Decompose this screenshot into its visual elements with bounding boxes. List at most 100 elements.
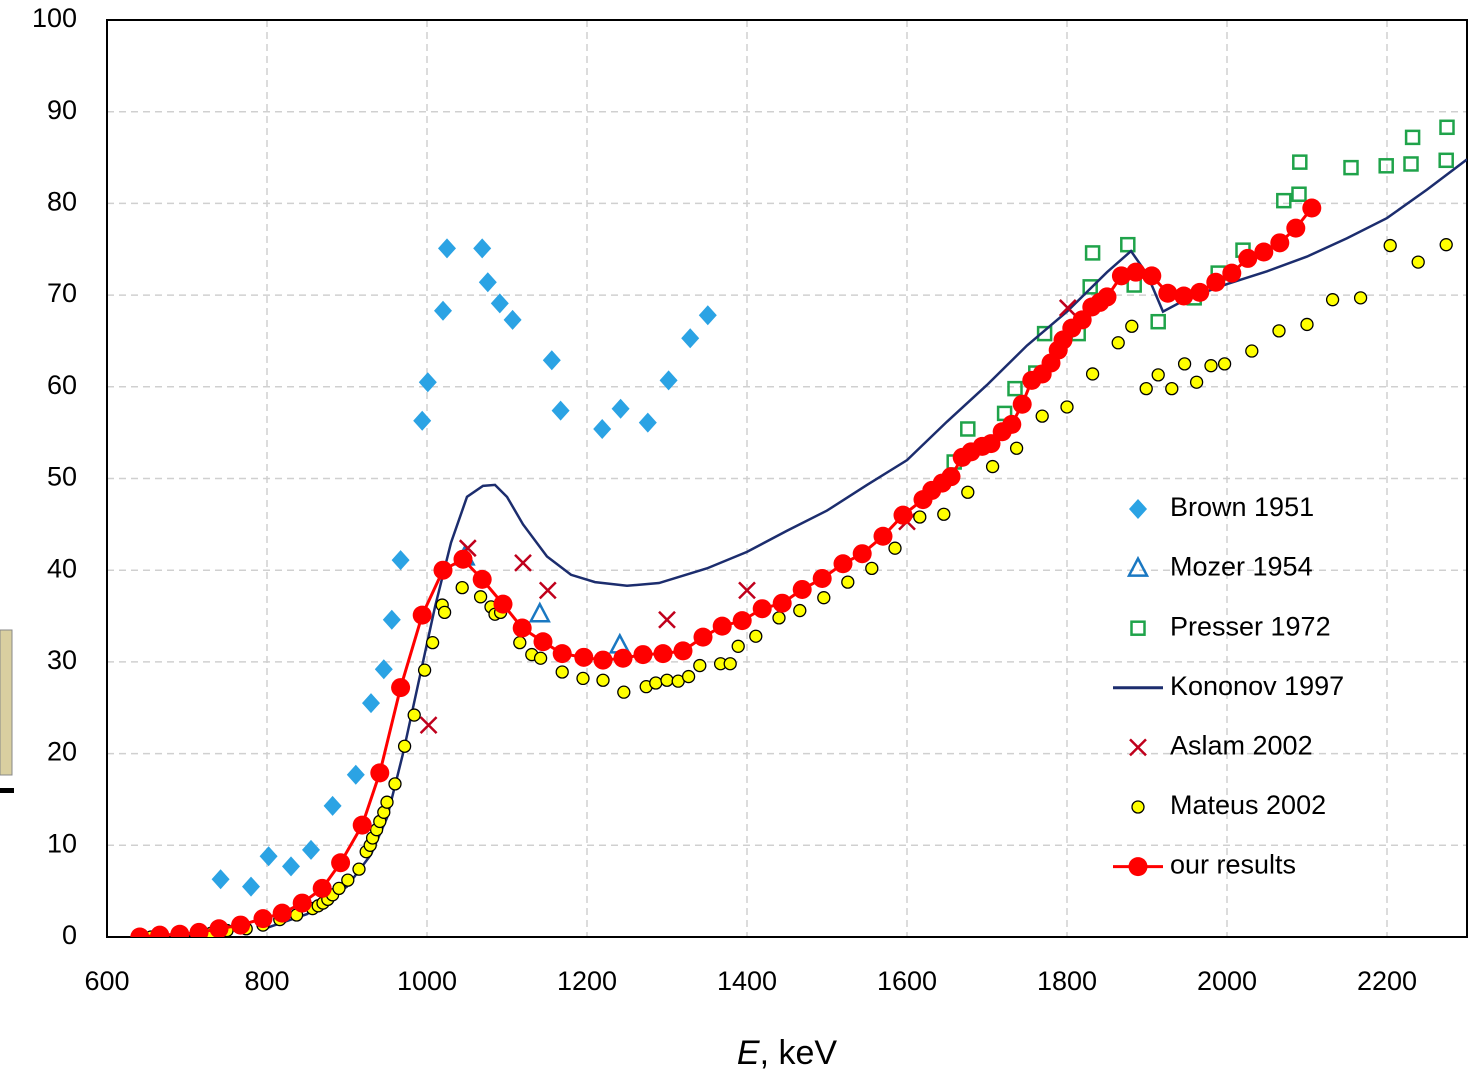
- legend-label: Presser 1972: [1170, 611, 1331, 641]
- x-tick-label: 1600: [877, 966, 937, 996]
- circle-marker: [380, 795, 394, 809]
- circle-marker: [1151, 368, 1165, 382]
- circle-marker: [732, 611, 752, 631]
- square-marker: [1082, 279, 1098, 295]
- circle-marker: [833, 554, 853, 574]
- circle-marker: [170, 924, 190, 937]
- circle-marker: [1158, 283, 1178, 303]
- circle-marker: [1300, 317, 1314, 332]
- circle-marker: [272, 903, 292, 923]
- circle-marker: [673, 641, 693, 661]
- circle-marker: [1131, 800, 1145, 814]
- x-marker: [419, 716, 438, 735]
- legend-label: Mateus 2002: [1170, 790, 1326, 820]
- circle-marker: [633, 645, 653, 665]
- square-marker: [960, 421, 976, 437]
- diamond-marker: [478, 272, 497, 293]
- circle-marker: [852, 544, 872, 564]
- circle-marker: [331, 853, 351, 873]
- circle-marker: [865, 561, 879, 576]
- square-marker: [1291, 186, 1307, 202]
- y-tick-label: 80: [47, 187, 77, 217]
- circle-marker: [209, 919, 229, 937]
- circle-marker: [1302, 198, 1322, 218]
- circle-marker: [407, 708, 421, 722]
- x-tick-label: 1200: [557, 966, 617, 996]
- legend-label: our results: [1170, 850, 1296, 880]
- x-tick-label: 1800: [1037, 966, 1097, 996]
- circle-marker: [576, 671, 590, 686]
- diamond-marker: [698, 305, 717, 326]
- y-tick-label: 0: [62, 920, 77, 950]
- series-layer: [130, 119, 1467, 937]
- circle-marker: [617, 685, 631, 699]
- circle-marker: [1002, 414, 1022, 434]
- circle-marker: [1126, 262, 1146, 282]
- circle-marker: [660, 673, 674, 687]
- diamond-marker: [242, 876, 260, 897]
- circle-marker: [472, 569, 492, 589]
- circle-marker: [772, 611, 786, 625]
- x-marker: [738, 581, 756, 600]
- circle-marker: [749, 629, 763, 643]
- circle-marker: [455, 580, 469, 595]
- circle-marker: [613, 648, 633, 668]
- circle-marker: [533, 632, 553, 652]
- y-tick-label: 50: [47, 462, 77, 492]
- diamond-marker: [259, 846, 278, 867]
- circle-marker: [352, 862, 366, 876]
- x-tick-label: 1000: [397, 966, 457, 996]
- square-marker: [1403, 156, 1419, 172]
- legend-label: Brown 1951: [1170, 492, 1314, 522]
- circle-marker: [341, 873, 355, 887]
- cropped-image-edge: [0, 629, 13, 776]
- circle-marker: [1111, 336, 1125, 350]
- circle-marker: [772, 593, 792, 613]
- x-marker: [1129, 738, 1147, 757]
- circle-marker: [981, 434, 1001, 454]
- diamond-marker: [611, 398, 630, 419]
- circle-marker: [812, 568, 832, 588]
- diamond-marker: [434, 300, 452, 321]
- circle-marker: [1245, 344, 1259, 358]
- circle-marker: [752, 599, 772, 619]
- square-marker: [1036, 325, 1053, 342]
- circle-marker: [1085, 367, 1100, 381]
- diamond-marker: [681, 328, 700, 349]
- x-tick-label: 600: [84, 966, 129, 996]
- square-marker: [1084, 245, 1101, 261]
- y-tick-label: 30: [47, 645, 77, 675]
- square-marker: [1276, 192, 1292, 209]
- circle-marker: [1009, 441, 1024, 455]
- circle-marker: [1174, 286, 1194, 306]
- circle-marker: [433, 560, 453, 580]
- circle-marker: [533, 651, 548, 665]
- diamond-marker: [211, 869, 230, 890]
- legend-label: Aslam 2002: [1170, 731, 1313, 761]
- circle-marker: [1286, 218, 1306, 238]
- circle-marker: [437, 605, 452, 620]
- triangle-marker: [528, 601, 551, 623]
- circle-marker: [1142, 266, 1162, 286]
- square-marker: [1439, 119, 1455, 136]
- circle-marker: [312, 878, 332, 898]
- circle-marker: [1204, 359, 1218, 373]
- circle-marker: [370, 763, 390, 783]
- diamond-marker: [413, 410, 432, 431]
- circle-marker: [712, 616, 732, 636]
- diamond-marker: [659, 370, 678, 391]
- diamond-marker: [374, 659, 393, 680]
- diamond-marker: [282, 856, 300, 877]
- diamond-marker: [542, 350, 561, 371]
- circle-marker: [1165, 381, 1179, 396]
- circle-marker: [552, 644, 572, 664]
- diamond-marker: [473, 238, 492, 259]
- circle-marker: [985, 459, 1000, 474]
- circle-marker: [1217, 357, 1232, 371]
- y-tick-label: 100: [32, 3, 77, 33]
- circle-marker: [352, 815, 372, 835]
- circle-marker: [1177, 357, 1192, 371]
- x-tick-label: 2200: [1357, 966, 1417, 996]
- square-marker: [1438, 152, 1454, 169]
- diamond-marker: [418, 372, 437, 393]
